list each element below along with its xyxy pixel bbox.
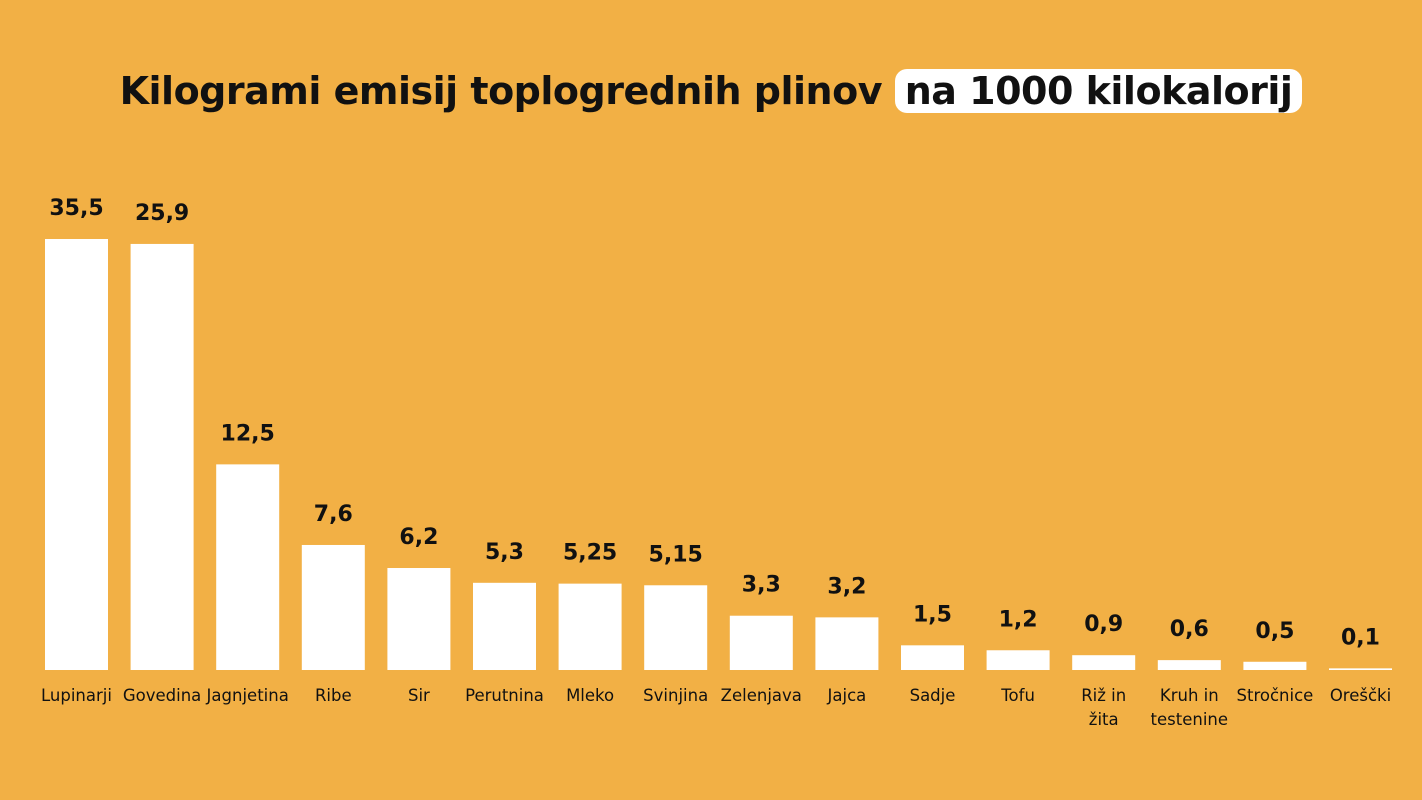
value-label: 1,5 [913,602,952,627]
value-label: 25,9 [135,201,189,226]
category-label: Zelenjava [721,686,802,705]
category-label: Govedina [123,686,201,705]
value-label: 7,6 [314,502,353,527]
value-label: 0,1 [1341,625,1380,650]
category-label: testenine [1151,710,1229,729]
title-highlight: na 1000 kilokalorij [894,69,1303,113]
title-text: Kilogrami emisij toplogrednih plinov [119,69,883,113]
bar [1157,660,1221,670]
bar [301,544,365,670]
value-label: 3,2 [827,574,866,599]
bar [216,464,280,670]
bar [901,645,964,670]
category-label: žita [1089,710,1119,729]
category-label: Kruh in [1160,686,1219,705]
bar [1243,661,1307,670]
category-label: Tofu [1000,686,1035,705]
bar [1072,655,1136,670]
value-label: 5,25 [563,541,617,566]
category-label: Ribe [315,686,352,705]
category-label: Svinjina [643,686,708,705]
value-label: 12,5 [221,421,275,446]
bar [729,615,793,670]
value-label: 5,3 [485,540,524,565]
category-label: Sir [408,686,430,705]
bar [558,583,622,670]
category-label: Lupinarji [41,686,112,705]
category-label: Sadje [910,686,956,705]
category-label: Jajca [827,686,867,705]
chart-title: Kilogrami emisij toplogrednih plinov na … [0,62,1422,120]
category-label: Stročnice [1237,686,1314,705]
bar [45,239,108,670]
category-label: Oreščki [1330,686,1391,705]
value-label: 0,6 [1170,617,1209,642]
bar [387,568,451,670]
category-label: Riž in [1081,686,1126,705]
bar [815,617,879,670]
bar [473,582,536,670]
value-label: 5,15 [649,542,703,567]
value-label: 0,9 [1084,612,1123,637]
category-label: Jagnjetina [206,686,289,705]
value-label: 1,2 [999,607,1038,632]
bar [130,243,194,670]
value-label: 0,5 [1255,619,1294,644]
value-label: 35,5 [49,196,103,221]
category-label: Perutnina [465,686,544,705]
bar [986,650,1050,670]
category-label: Mleko [566,686,614,705]
bar [1329,668,1392,670]
value-label: 3,3 [742,573,781,598]
value-label: 6,2 [399,525,438,550]
bar [644,585,708,670]
